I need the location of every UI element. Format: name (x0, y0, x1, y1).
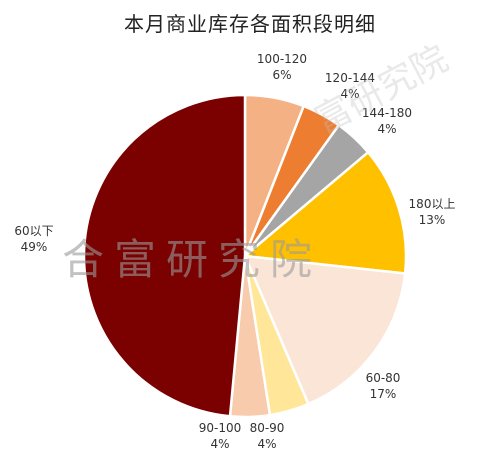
slice-value-label: 4% (340, 87, 359, 101)
slice-label: 60以下 (14, 224, 53, 238)
slice-label: 144-180 (362, 106, 412, 120)
slice-value-label: 6% (272, 68, 291, 82)
pie-slice-60-80 (243, 254, 407, 406)
slice-label: 120-144 (325, 71, 375, 85)
slice-value-label: 49% (21, 240, 48, 254)
slice-value-label: 4% (210, 437, 229, 451)
chart-title: 本月商业库存各面积段明细 (124, 12, 376, 36)
slice-value-label: 17% (370, 387, 397, 401)
slice-value-label: 4% (257, 437, 276, 451)
watermark-text: 合富研究院 (62, 235, 322, 284)
slice-label: 100-120 (257, 52, 307, 66)
slice-label: 90-100 (199, 421, 242, 435)
slice-label: 80-90 (250, 421, 285, 435)
slice-label: 180以上 (409, 197, 456, 211)
slice-value-label: 4% (377, 122, 396, 136)
slice-value-label: 13% (419, 213, 446, 227)
slice-label: 60-80 (366, 371, 401, 385)
pie-slice-60以下 (82, 93, 247, 418)
pie-slice-180以上 (241, 150, 408, 275)
